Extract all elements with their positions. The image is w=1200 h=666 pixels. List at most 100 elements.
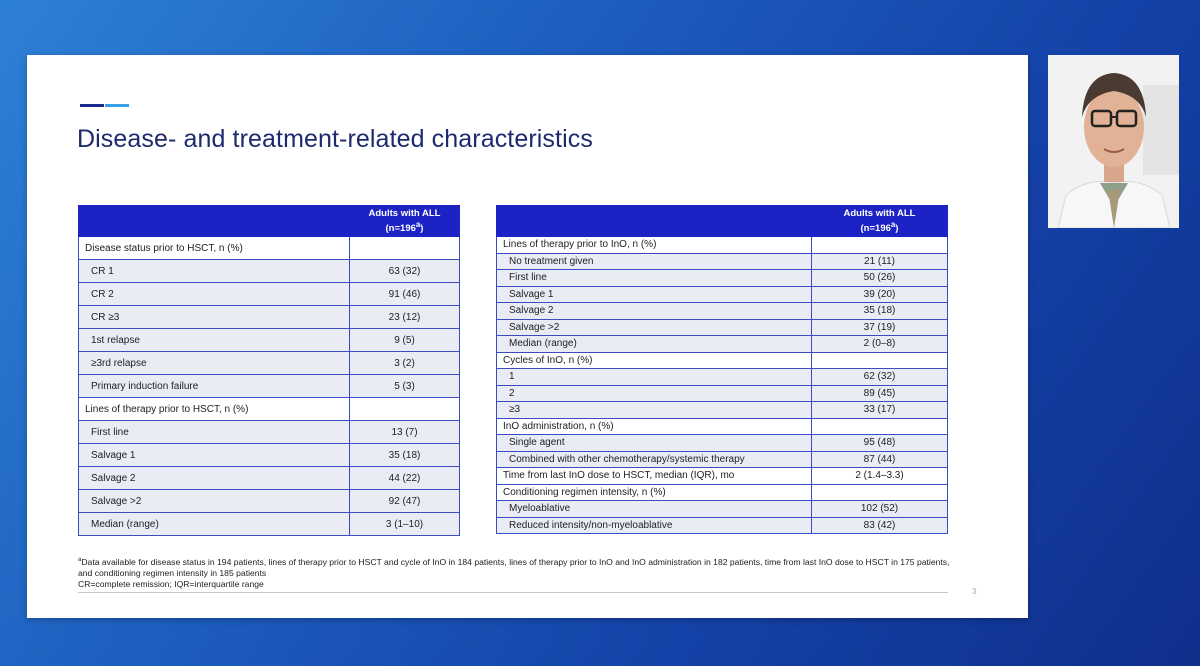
row-label: Salvage 1 (78, 443, 350, 468)
row-label: Cycles of InO, n (%) (496, 351, 812, 370)
header-close: ) (895, 223, 899, 235)
footnote-1: aData available for disease status in 19… (78, 555, 958, 579)
row-value (349, 397, 460, 422)
row-label: Disease status prior to HSCT, n (%) (78, 236, 350, 261)
header-line2: (n=196 (385, 223, 416, 235)
footnote-1-text: Data available for disease status in 194… (78, 556, 950, 578)
table-row: Salvage >2 37 (19) (496, 318, 948, 337)
row-value (811, 236, 948, 254)
row-label: Primary induction failure (78, 374, 350, 399)
row-label: 2 (496, 384, 812, 403)
table-row: Primary induction failure 5 (3) (78, 374, 460, 399)
table-row: Single agent 95 (48) (496, 434, 948, 452)
row-value: 37 (19) (811, 318, 948, 337)
table-header-blank (78, 204, 350, 238)
slide: Disease- and treatment-related character… (27, 55, 1028, 618)
row-label: Conditioning regimen intensity, n (%) (496, 483, 812, 502)
table-row: CR 2 91 (46) (78, 282, 460, 307)
row-label: ≥3rd relapse (78, 351, 350, 376)
row-value: 35 (18) (811, 302, 948, 320)
row-value: 2 (0–8) (811, 335, 948, 353)
row-label: Salvage 2 (78, 466, 350, 491)
row-value: 63 (32) (349, 259, 460, 284)
header-line2: (n=196 (860, 223, 891, 235)
header-close: ) (420, 223, 424, 235)
row-value: 87 (44) (811, 450, 948, 469)
row-label: Salvage 1 (496, 285, 812, 304)
table-header-cohort: Adults with ALL (n=196a) (811, 204, 948, 238)
row-value: 92 (47) (349, 489, 460, 514)
table-row: 1st relapse 9 (5) (78, 328, 460, 353)
footnotes: aData available for disease status in 19… (78, 555, 958, 590)
presenter-avatar (1048, 55, 1179, 228)
table-row: 2 89 (45) (496, 384, 948, 403)
row-label: InO administration, n (%) (496, 417, 812, 436)
table-row: CR ≥3 23 (12) (78, 305, 460, 330)
row-value: 5 (3) (349, 374, 460, 399)
table-row: ≥3 33 (17) (496, 401, 948, 419)
table-row: Salvage >2 92 (47) (78, 489, 460, 514)
page-number: 3 (972, 587, 977, 596)
table-row: Salvage 2 35 (18) (496, 302, 948, 320)
table-row: ≥3rd relapse 3 (2) (78, 351, 460, 376)
table-section-row: Cycles of InO, n (%) (496, 351, 948, 370)
row-value: 39 (20) (811, 285, 948, 304)
row-value: 89 (45) (811, 384, 948, 403)
table-row: Salvage 1 39 (20) (496, 285, 948, 304)
row-label: Salvage >2 (78, 489, 350, 514)
footer-divider (78, 592, 948, 593)
row-value: 91 (46) (349, 282, 460, 307)
row-label: CR ≥3 (78, 305, 350, 330)
row-value: 83 (42) (811, 516, 948, 535)
row-label: CR 2 (78, 282, 350, 307)
table-row: CR 1 63 (32) (78, 259, 460, 284)
row-label: Single agent (496, 434, 812, 452)
row-label: First line (78, 420, 350, 445)
table-row: 1 62 (32) (496, 368, 948, 386)
row-label: Myeloablative (496, 500, 812, 518)
row-label: Combined with other chemotherapy/systemi… (496, 450, 812, 469)
row-label: Reduced intensity/non-myeloablative (496, 516, 812, 535)
table-row: First line 50 (26) (496, 269, 948, 287)
table-section-row: Lines of therapy prior to HSCT, n (%) (78, 397, 460, 422)
row-value: 102 (52) (811, 500, 948, 518)
table-row: Salvage 2 44 (22) (78, 466, 460, 491)
row-label: Salvage >2 (496, 318, 812, 337)
row-label: Time from last InO dose to HSCT, median … (496, 467, 812, 485)
row-label: Lines of therapy prior to HSCT, n (%) (78, 397, 350, 422)
row-value: 35 (18) (349, 443, 460, 468)
table-row: Myeloablative 102 (52) (496, 500, 948, 518)
table-section-row: Lines of therapy prior to InO, n (%) (496, 236, 948, 254)
row-value (349, 236, 460, 261)
table-header-blank (496, 204, 812, 238)
row-value: 21 (11) (811, 252, 948, 271)
presenter-video (1048, 55, 1179, 228)
table-row: First line 13 (7) (78, 420, 460, 445)
left-table: Adults with ALL (n=196a) Disease status … (78, 204, 460, 537)
right-table: Adults with ALL (n=196a) Lines of therap… (496, 204, 948, 535)
header-sup: a (890, 220, 896, 229)
footnote-2: CR=complete remission; IQR=interquartile… (78, 578, 264, 589)
footnote-marker: a (78, 557, 82, 563)
row-label: First line (496, 269, 812, 287)
table-row: Combined with other chemotherapy/systemi… (496, 450, 948, 469)
table-row: Reduced intensity/non-myeloablative 83 (4… (496, 516, 948, 535)
table-row: No treatment given 21 (11) (496, 252, 948, 271)
table-row: Median (range) 3 (1–10) (78, 512, 460, 537)
row-label: Lines of therapy prior to InO, n (%) (496, 236, 812, 254)
row-value: 95 (48) (811, 434, 948, 452)
row-value: 2 (1.4–3.3) (811, 467, 948, 485)
row-label: ≥3 (496, 401, 812, 419)
left-table-header: Adults with ALL (n=196a) (78, 204, 460, 238)
row-value: 44 (22) (349, 466, 460, 491)
table-header-cohort: Adults with ALL (n=196a) (349, 204, 460, 238)
slide-title: Disease- and treatment-related character… (77, 125, 593, 153)
row-value: 50 (26) (811, 269, 948, 287)
table-section-row: Disease status prior to HSCT, n (%) (78, 236, 460, 261)
row-value (811, 417, 948, 436)
header-line1: Adults with ALL (843, 208, 916, 219)
row-label: Median (range) (496, 335, 812, 353)
header-sup: a (415, 220, 421, 229)
table-section-row: Conditioning regimen intensity, n (%) (496, 483, 948, 502)
row-label: 1 (496, 368, 812, 386)
